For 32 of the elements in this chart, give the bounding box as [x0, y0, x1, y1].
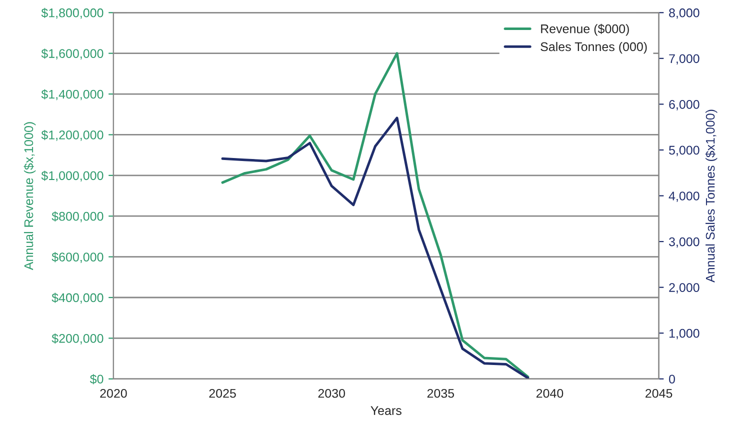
- y2-tick-label: 7,000: [669, 54, 700, 65]
- y2-axis-title: Annual Sales Tonnes ($x1,000): [705, 110, 718, 282]
- y-tick-label: $600,000: [52, 252, 104, 263]
- y2-tick-label: 5,000: [669, 146, 700, 156]
- y-axis-title: Annual Revenue ($x,1000): [24, 122, 36, 270]
- x-tick-label: 2045: [646, 388, 672, 398]
- y2-tick-label: 0: [669, 374, 675, 384]
- x-tick-label: 2020: [100, 388, 127, 398]
- y-tick-label: $200,000: [52, 333, 104, 344]
- y2-tick-label: 2,000: [669, 283, 700, 294]
- x-axis-title: Years: [370, 406, 402, 416]
- y2-tick-label: 3,000: [669, 237, 700, 248]
- legend-label: Sales Tonnes (000): [540, 42, 647, 54]
- y-tick-label: $0: [90, 374, 104, 384]
- y-tick-label: $1,600,000: [41, 48, 104, 60]
- y-tick-label: $1,200,000: [41, 130, 104, 141]
- x-tick-label: 2025: [209, 388, 236, 398]
- x-tick-label: 2035: [427, 388, 454, 398]
- line-series: [221, 52, 530, 378]
- y2-tick-label: 4,000: [668, 192, 700, 202]
- y-tick-label: $1,000,000: [41, 170, 104, 182]
- y2-tick-label: 8,000: [669, 8, 700, 19]
- y2-tick-label: 1,000: [669, 328, 700, 340]
- y-tick-label: $1,400,000: [41, 89, 104, 100]
- y-tick-label: $800,000: [52, 211, 104, 222]
- y2-tick-label: 6,000: [669, 100, 700, 110]
- line-series: [221, 116, 530, 379]
- x-tick-label: 2030: [318, 388, 346, 398]
- y-tick-label: $1,800,000: [41, 8, 104, 19]
- legend-label: Revenue ($000): [541, 24, 629, 36]
- y-tick-label: $400,000: [52, 292, 104, 304]
- x-tick-label: 2040: [536, 388, 564, 398]
